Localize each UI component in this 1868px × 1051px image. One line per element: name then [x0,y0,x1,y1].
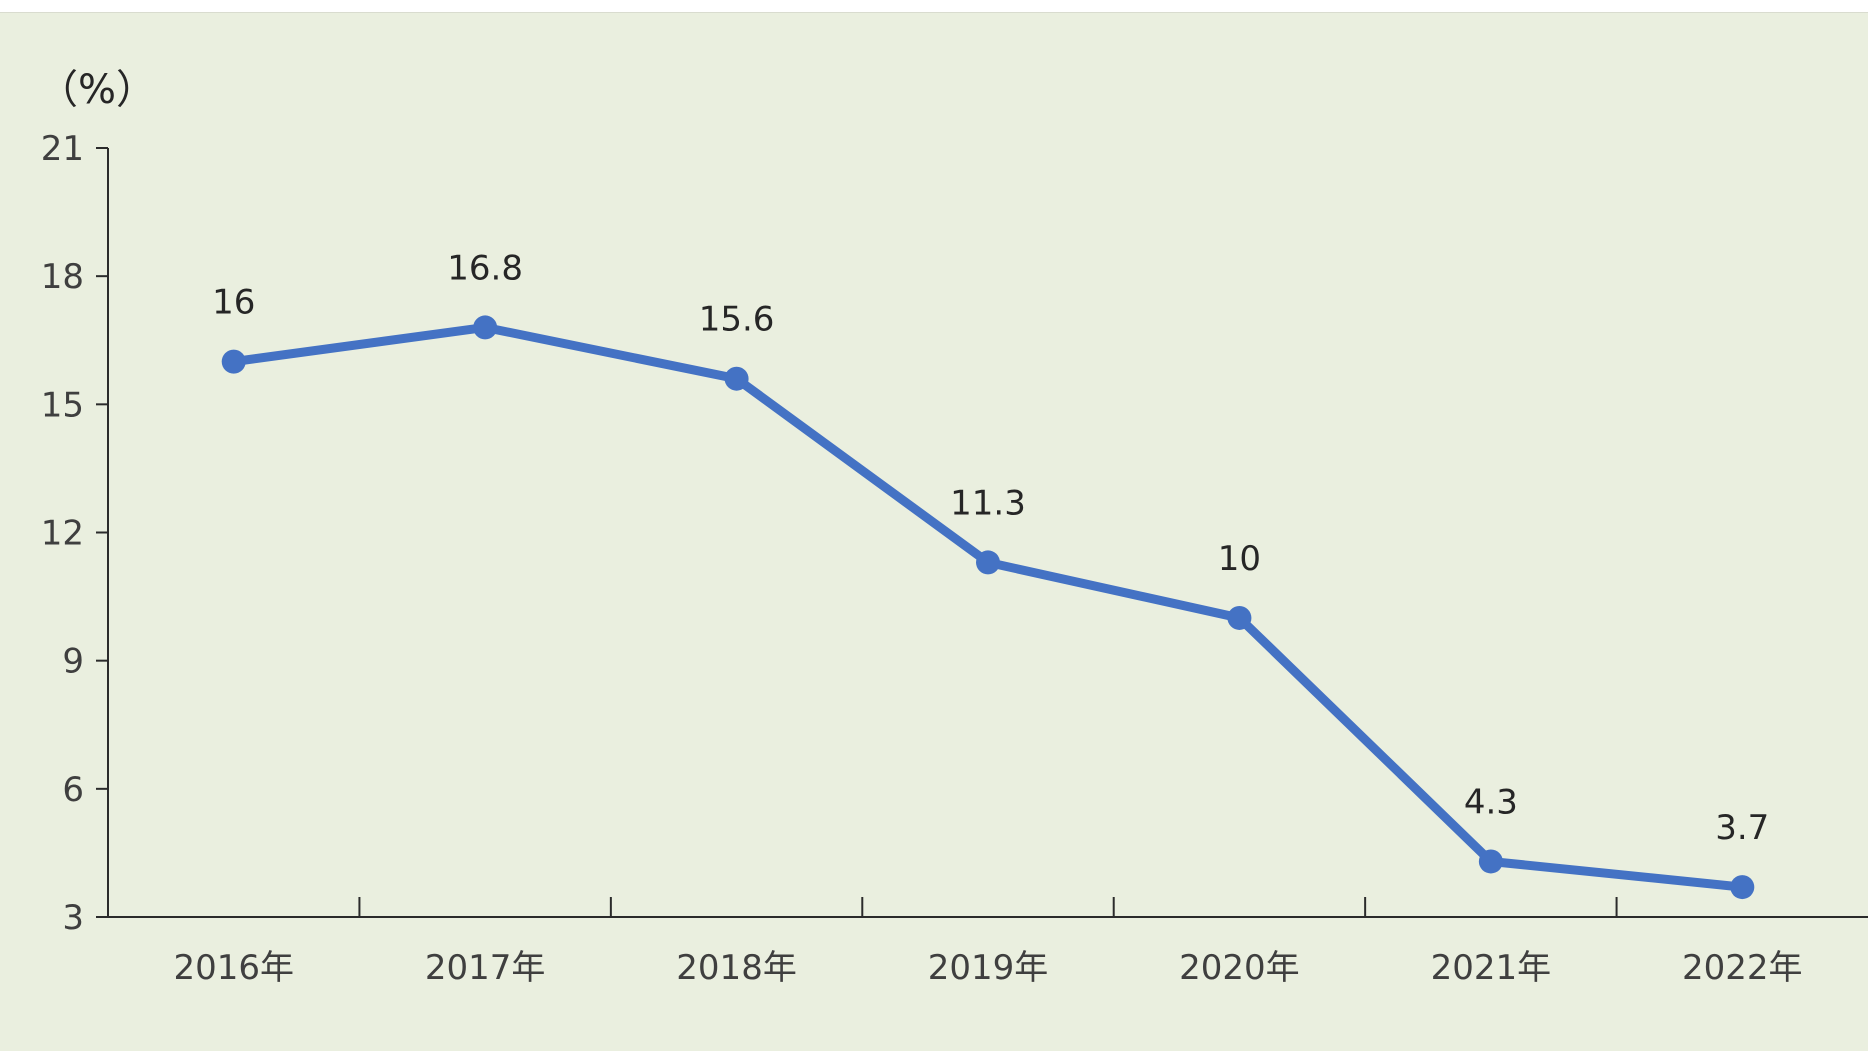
x-tick-label: 2016年 [173,948,294,988]
x-tick-label: 2018年 [676,948,797,988]
data-label: 10 [1218,539,1261,579]
x-tick-label: 2019年 [928,948,1049,988]
chart-area: （%） 3 6 9 12 15 18 21 2016年 2017年 2018年 2019年 2020… [0,12,1868,1051]
x-tick-label: 2020年 [1179,948,1300,988]
data-points [221,315,1755,900]
data-labels: 16 16.8 15.6 11.3 10 4.3 3.7 [212,248,1769,848]
x-tick-label: 2022年 [1682,948,1803,988]
y-tick-label: 18 [41,257,84,297]
data-point [221,349,246,374]
axes [96,147,1868,918]
data-label: 15.6 [699,300,775,340]
data-point [976,550,1000,575]
y-tick-label: 6 [62,770,84,810]
data-label: 3.7 [1715,808,1769,848]
y-tick-label: 3 [62,898,84,938]
data-label: 16.8 [447,248,523,288]
data-label: 4.3 [1464,782,1518,822]
x-tick-labels: 2016年 2017年 2018年 2019年 2020年 2021年 2022年 [173,948,1802,988]
x-tick-label: 2021年 [1431,948,1552,988]
data-point [724,366,749,391]
y-tick-label: 15 [41,385,84,425]
y-tick-label: 21 [41,129,84,169]
y-tick-label: 9 [62,642,84,682]
data-point [1730,875,1755,900]
x-tick-label: 2017年 [425,948,546,988]
y-axis-unit-label: （%） [38,67,156,113]
line-chart: （%） 3 6 9 12 15 18 21 2016年 2017年 2018年 2019年 2020… [38,67,1868,988]
data-point [1227,605,1252,630]
data-label: 11.3 [950,483,1026,523]
data-point [1478,849,1503,874]
y-tick-label: 12 [41,514,84,554]
data-point [473,315,498,340]
data-label: 16 [212,283,255,323]
y-tick-labels: 3 6 9 12 15 18 21 [41,129,84,938]
